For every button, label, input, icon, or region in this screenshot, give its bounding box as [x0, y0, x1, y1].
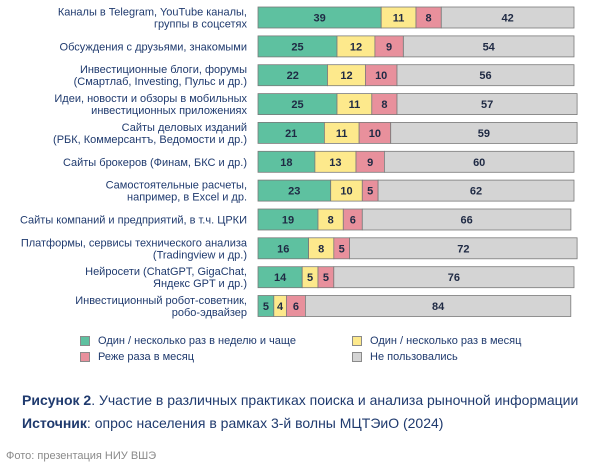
data-label-never: 59: [478, 128, 490, 140]
category-label: Инвестиционные блоги, форумы (Смартлаб, I…: [74, 64, 247, 88]
legend-swatch-monthly: [352, 336, 362, 346]
data-label-rarely: 6: [350, 215, 356, 227]
chart: Каналы в Telegram, YouTube каналы, группы…: [20, 6, 578, 319]
bar-never: [361, 208, 572, 231]
legend-label-weekly: Один / несколько раз в неделю и чаще: [98, 335, 296, 347]
figure-label: Рисунок 2: [22, 392, 92, 408]
data-label-never: 84: [432, 301, 445, 313]
source-text: : опрос населения в рамках 3-й волны МЦТ…: [86, 415, 444, 431]
data-label-monthly: 11: [336, 128, 348, 140]
category-label: Самостоятельные расчеты, например, в Exce…: [106, 180, 247, 204]
data-label-weekly: 23: [288, 186, 300, 198]
data-label-never: 56: [479, 70, 491, 82]
photo-credit: Фото: презентация НИУ ВШЭ: [6, 450, 157, 462]
data-label-rarely: 9: [367, 157, 373, 169]
data-label-monthly: 11: [393, 13, 405, 25]
legend-item-rarely: Реже раза в месяц: [80, 351, 194, 363]
legend-item-never: Не пользовались: [352, 351, 458, 363]
data-label-weekly: 18: [280, 157, 292, 169]
data-label-rarely: 5: [367, 186, 373, 198]
data-label-rarely: 8: [426, 13, 432, 25]
data-label-weekly: 25: [291, 41, 303, 53]
data-label-weekly: 14: [274, 272, 287, 284]
data-label-rarely: 5: [339, 243, 345, 255]
bar-never: [396, 93, 578, 115]
legend-item-weekly: Один / несколько раз в неделю и чаще: [80, 335, 296, 347]
bar-never: [333, 266, 575, 289]
category-label: Обсуждения с друзьями, знакомыми: [60, 41, 247, 53]
category-label: Каналы в Telegram, YouTube каналы, группы…: [58, 7, 248, 31]
data-label-weekly: 19: [282, 215, 294, 227]
data-label-monthly: 8: [318, 243, 324, 255]
data-label-rarely: 8: [381, 99, 387, 111]
figure-text: . Участие в различных практиках поиска и…: [91, 392, 579, 408]
bar-never: [402, 35, 575, 58]
bar-never: [383, 150, 575, 173]
bar-never: [390, 122, 578, 144]
data-label-never: 60: [473, 157, 485, 169]
data-label-weekly: 39: [313, 13, 325, 25]
legend-label-rarely: Реже раза в месяц: [98, 351, 195, 363]
data-label-rarely: 6: [293, 301, 299, 313]
legend-swatch-rarely: [80, 352, 90, 362]
bar-never: [377, 179, 575, 202]
data-label-rarely: 10: [369, 128, 381, 140]
bar-never: [349, 237, 578, 260]
data-label-weekly: 16: [277, 243, 289, 255]
data-label-monthly: 5: [307, 272, 313, 284]
data-label-rarely: 10: [375, 70, 387, 82]
data-label-monthly: 12: [340, 70, 352, 82]
category-label: Инвестиционный робот-советник, робо-эдвай…: [75, 295, 247, 319]
category-label: Нейросети (ChatGPT, GigaChat, Яндекс GPT …: [85, 266, 247, 290]
data-label-never: 42: [501, 13, 513, 25]
source-caption: Источник: опрос населения в рамках 3-й в…: [22, 415, 443, 431]
data-label-never: 72: [457, 243, 469, 255]
data-label-weekly: 5: [263, 301, 269, 313]
data-label-monthly: 13: [329, 157, 341, 169]
data-label-monthly: 12: [350, 41, 362, 53]
legend-item-monthly: Один / несколько раз в месяц: [352, 335, 521, 347]
data-label-monthly: 10: [340, 186, 352, 198]
bar-never: [396, 64, 575, 87]
legend-swatch-never: [352, 352, 362, 362]
data-label-weekly: 21: [285, 128, 297, 140]
data-label-weekly: 22: [287, 70, 299, 82]
data-label-never: 76: [448, 272, 460, 284]
bar-never: [440, 6, 575, 29]
data-label-monthly: 11: [349, 99, 361, 111]
data-label-weekly: 25: [291, 99, 303, 111]
data-label-rarely: 9: [386, 41, 392, 53]
legend-swatch-weekly: [80, 336, 90, 346]
data-label-monthly: 4: [277, 301, 284, 313]
data-label-never: 66: [460, 215, 472, 227]
bar-never: [304, 295, 572, 317]
data-label-never: 54: [483, 41, 496, 53]
legend-label-monthly: Один / несколько раз в месяц: [370, 335, 522, 347]
data-label-rarely: 5: [323, 272, 329, 284]
source-label: Источник: [22, 415, 87, 431]
category-label: Сайты брокеров (Финам, БКС и др.): [63, 157, 247, 169]
figure-caption: Рисунок 2. Участие в различных практиках…: [22, 392, 578, 408]
category-label: Сайты деловых изданий (РБК, Коммерсантъ, …: [53, 122, 247, 146]
legend-label-never: Не пользовались: [370, 351, 458, 363]
data-label-monthly: 8: [328, 215, 334, 227]
category-label: Платформы, сервисы технического анализа(…: [21, 237, 248, 261]
category-label: Идеи, новости и обзоры в мобильных инвест…: [54, 93, 247, 117]
data-label-never: 57: [481, 99, 493, 111]
data-label-never: 62: [470, 186, 482, 198]
category-label: Сайты компаний и предприятий, в т.ч. ЦРК…: [20, 215, 247, 227]
